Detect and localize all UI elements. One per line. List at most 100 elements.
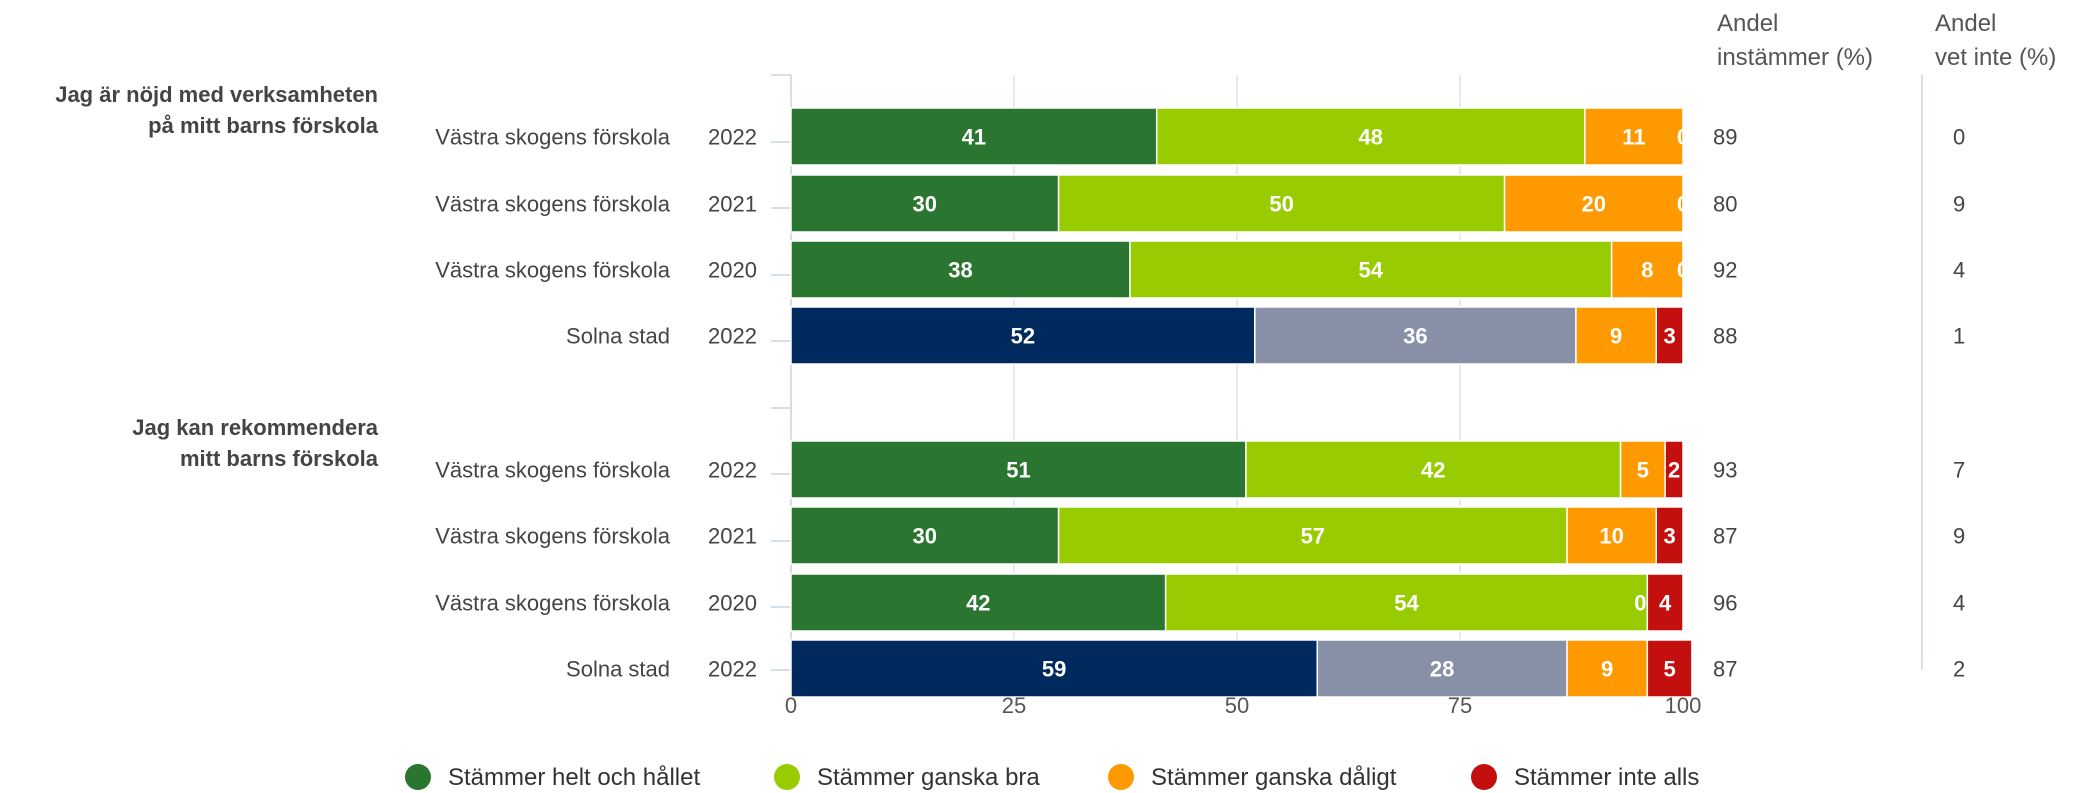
bar-data-label: 5 xyxy=(1637,458,1649,483)
unit-label: Solna stad xyxy=(566,657,670,682)
bar-segment xyxy=(790,306,1256,365)
bar-data-label: 0 xyxy=(1677,192,1689,217)
question-label: Jag kan rekommendera xyxy=(132,415,379,440)
bar-data-label: 42 xyxy=(1421,458,1445,483)
bar-data-label: 4 xyxy=(1659,591,1672,616)
question-label: Jag är nöjd med verksamheten xyxy=(55,82,378,107)
unit-label: Västra skogens förskola xyxy=(435,125,671,150)
x-tick-label: 75 xyxy=(1448,693,1472,718)
bar-segment xyxy=(790,639,1319,698)
dont-know-value: 4 xyxy=(1953,258,1965,283)
bar-segment xyxy=(1646,573,1684,632)
bar-segment xyxy=(1566,639,1649,698)
bar-segment xyxy=(1664,440,1684,499)
bar-segment xyxy=(1254,306,1577,365)
year-label: 2021 xyxy=(708,192,757,217)
x-tick-label: 50 xyxy=(1225,693,1249,718)
agree-value: 87 xyxy=(1713,524,1737,549)
legend-marker xyxy=(405,764,431,790)
year-label: 2022 xyxy=(708,125,757,150)
unit-label: Västra skogens förskola xyxy=(435,258,671,283)
x-tick-label: 100 xyxy=(1665,693,1702,718)
bar-data-label: 42 xyxy=(966,591,990,616)
bar-segment xyxy=(1129,240,1613,299)
bar-data-label: 54 xyxy=(1394,591,1419,616)
bar-segment xyxy=(790,506,1060,565)
year-label: 2022 xyxy=(708,324,757,349)
legend-label: Stämmer inte alls xyxy=(1514,764,1699,791)
agree-value: 93 xyxy=(1713,458,1737,483)
bar-data-label: 3 xyxy=(1663,324,1675,349)
agree-value: 80 xyxy=(1713,192,1737,217)
x-tick-label: 0 xyxy=(785,693,797,718)
dont-know-value: 7 xyxy=(1953,458,1965,483)
question-label: på mitt barns förskola xyxy=(148,113,379,138)
bar-segment xyxy=(1057,506,1568,565)
bar-data-label: 38 xyxy=(948,258,972,283)
dont-know-value: 9 xyxy=(1953,192,1965,217)
legend-marker xyxy=(1471,764,1497,790)
unit-label: Västra skogens förskola xyxy=(435,524,671,549)
legend-marker xyxy=(1108,764,1134,790)
bar-data-label: 0 xyxy=(1677,258,1689,283)
bar-segment xyxy=(1646,639,1693,698)
agree-value: 87 xyxy=(1713,657,1737,682)
unit-label: Västra skogens förskola xyxy=(435,192,671,217)
agree-value: 89 xyxy=(1713,125,1737,150)
bar-segment xyxy=(790,573,1167,632)
bar-data-label: 5 xyxy=(1663,657,1675,682)
column-header-agree: Andel xyxy=(1717,10,1778,37)
dont-know-value: 1 xyxy=(1953,324,1965,349)
bar-data-label: 20 xyxy=(1582,192,1606,217)
bar-data-label: 36 xyxy=(1403,324,1427,349)
bar-segment xyxy=(1245,440,1622,499)
bar-data-label: 28 xyxy=(1430,657,1454,682)
bar-segment xyxy=(1655,506,1684,565)
column-header-dont-know: Andel xyxy=(1935,10,1996,37)
dont-know-value: 2 xyxy=(1953,657,1965,682)
bar-data-label: 41 xyxy=(962,125,986,150)
agree-value: 96 xyxy=(1713,591,1737,616)
bar-segment xyxy=(790,440,1247,499)
bar-data-label: 9 xyxy=(1601,657,1613,682)
legend-label: Stämmer helt och hållet xyxy=(448,764,700,791)
bar-segment xyxy=(1057,174,1506,233)
bar-data-label: 48 xyxy=(1359,125,1383,150)
column-header-dont-know: vet inte (%) xyxy=(1935,44,2056,71)
bar-data-label: 50 xyxy=(1269,192,1293,217)
bar-segment xyxy=(1610,240,1684,299)
bar-data-label: 30 xyxy=(913,524,937,549)
bar-data-label: 2 xyxy=(1668,458,1680,483)
dont-know-value: 9 xyxy=(1953,524,1965,549)
dont-know-value: 4 xyxy=(1953,591,1965,616)
bar-data-label: 11 xyxy=(1622,125,1645,150)
bar-data-label: 0 xyxy=(1677,125,1689,150)
column-header-agree: instämmer (%) xyxy=(1717,44,1873,71)
bar-segment xyxy=(790,174,1060,233)
legend-label: Stämmer ganska bra xyxy=(817,764,1040,791)
unit-label: Västra skogens förskola xyxy=(435,591,671,616)
agree-value: 88 xyxy=(1713,324,1737,349)
question-label: mitt barns förskola xyxy=(180,446,379,471)
bar-data-label: 57 xyxy=(1301,524,1325,549)
dont-know-value: 0 xyxy=(1953,125,1965,150)
bar-segment xyxy=(1584,107,1684,166)
bar-data-label: 10 xyxy=(1599,524,1623,549)
legend-marker xyxy=(774,764,800,790)
year-label: 2022 xyxy=(708,657,757,682)
bar-data-label: 9 xyxy=(1610,324,1622,349)
bar-data-label: 59 xyxy=(1042,657,1066,682)
bar-data-label: 51 xyxy=(1006,458,1030,483)
bar-data-label: 8 xyxy=(1641,258,1653,283)
bar-segment xyxy=(1575,306,1657,365)
agree-value: 92 xyxy=(1713,258,1737,283)
bar-segment xyxy=(1566,506,1657,565)
bar-data-label: 54 xyxy=(1359,258,1384,283)
x-tick-label: 25 xyxy=(1002,693,1026,718)
unit-label: Västra skogens förskola xyxy=(435,458,671,483)
bar-data-label: 52 xyxy=(1011,324,1035,349)
unit-label: Solna stad xyxy=(566,324,670,349)
bar-data-label: 0 xyxy=(1634,591,1646,616)
bar-data-label: 30 xyxy=(913,192,937,217)
